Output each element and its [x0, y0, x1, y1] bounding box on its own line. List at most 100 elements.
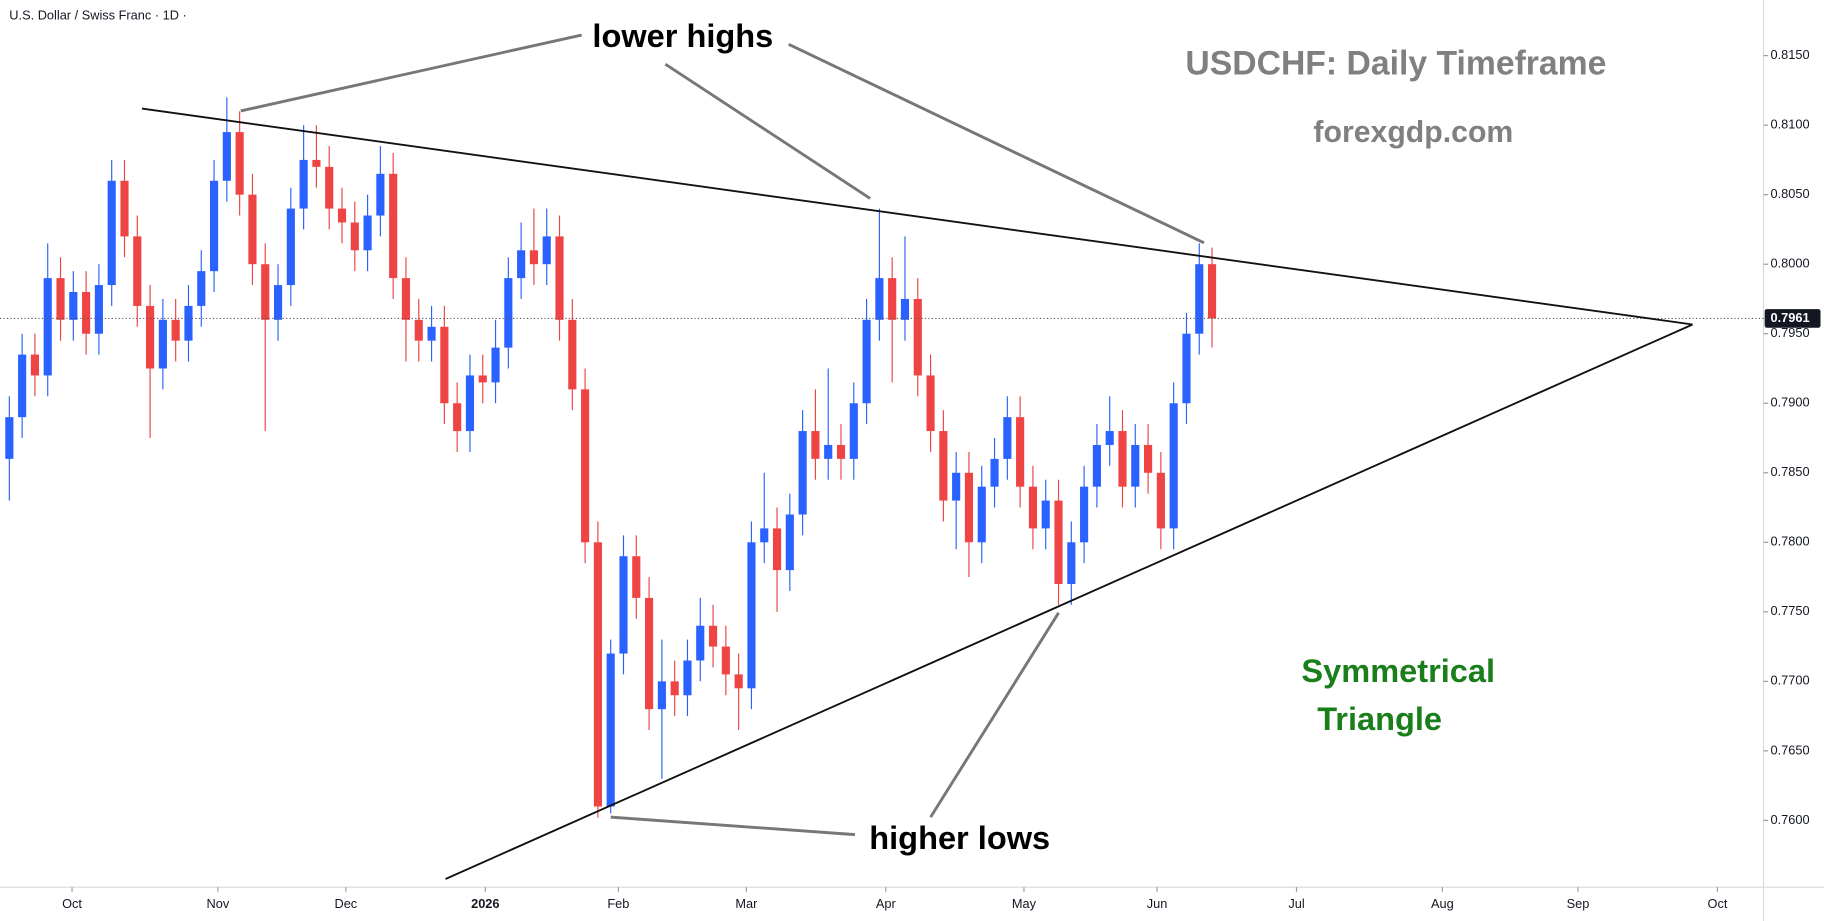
candle-body [363, 215, 372, 251]
x-tick-label: Nov [207, 896, 230, 911]
last-price-box [1764, 309, 1821, 328]
lower-trendline [445, 323, 1693, 880]
candle-body [350, 222, 359, 251]
x-tick-label: 2026 [471, 896, 499, 911]
candle-body [593, 542, 602, 807]
y-tick-label: 0.7750 [1770, 603, 1809, 618]
pointer [788, 43, 1205, 245]
candle-body [82, 292, 91, 334]
annotation-pointers [240, 33, 1205, 837]
symbol-header: U.S. Dollar / Swiss Franc · 1D · [9, 8, 186, 23]
candle-body [286, 208, 295, 286]
candle-body [30, 354, 40, 376]
candle-body [56, 278, 65, 320]
candle-body [517, 250, 526, 279]
candle-body [977, 486, 986, 543]
candle-body [913, 298, 922, 376]
candle-body [1054, 500, 1063, 585]
candle-body [107, 180, 116, 286]
candle-body [657, 681, 666, 710]
x-tick-label: Aug [1431, 896, 1454, 911]
candle-body [94, 285, 103, 334]
candle-body [5, 417, 14, 459]
candle-body [158, 319, 167, 369]
y-tick-label: 0.7700 [1770, 673, 1809, 688]
candle-body [69, 292, 78, 320]
y-tick-label: 0.8000 [1770, 256, 1809, 271]
candle-body [43, 278, 52, 376]
candle-body [708, 625, 718, 647]
candle-body [964, 472, 974, 543]
candle-body [299, 159, 308, 209]
x-tick-label: Feb [607, 896, 629, 911]
candle-body [504, 278, 513, 348]
y-tick-label: 0.7900 [1770, 395, 1809, 410]
candle-body [478, 375, 487, 383]
candle-body [670, 681, 679, 696]
candle-body [261, 264, 270, 320]
candle-body [209, 180, 219, 272]
candle-body [1067, 542, 1076, 585]
candle-body [632, 556, 641, 598]
chart-subtitle: forexgdp.com [1313, 116, 1513, 149]
upper-trendline [141, 107, 1693, 326]
candle-body [529, 250, 538, 265]
x-tick-label: May [1012, 896, 1037, 911]
candle-body [312, 159, 321, 167]
candle-body [1156, 472, 1165, 529]
candle-body [440, 326, 449, 404]
pointer [664, 62, 871, 200]
candle-body [235, 132, 244, 195]
candle-body [785, 514, 794, 571]
candle-body [1028, 486, 1037, 529]
candle-body [555, 236, 564, 320]
candle-body [772, 528, 782, 571]
candle-body [376, 173, 385, 216]
candle-body [645, 597, 654, 710]
candle-body [389, 173, 398, 279]
candle-body [1131, 444, 1140, 487]
chart-title: USDCHF: Daily Timeframe [1185, 44, 1606, 82]
y-tick-label: 0.8150 [1770, 47, 1809, 62]
candle-body [862, 319, 871, 404]
candle-body [619, 556, 628, 654]
pointer [929, 612, 1060, 818]
candle-body [133, 236, 142, 306]
x-tick-label: Oct [1708, 896, 1728, 911]
candle-body [1003, 417, 1012, 459]
candle-body [146, 305, 155, 369]
candle-body [939, 431, 948, 501]
annotation: higher lows [869, 819, 1050, 856]
candle-body [453, 403, 462, 432]
candle-body [721, 646, 730, 675]
candle-body [1080, 486, 1089, 543]
annotation: Symmetrical [1301, 652, 1495, 689]
y-tick-label: 0.7800 [1770, 534, 1809, 549]
candle-body [888, 278, 897, 320]
candle-body [1118, 431, 1127, 487]
candle-body [606, 653, 615, 807]
candle-body [325, 166, 334, 209]
candle-body [1041, 500, 1050, 529]
candle-body [1016, 417, 1025, 487]
annotation: Triangle [1317, 700, 1442, 737]
pointer [610, 815, 856, 837]
candle-body [798, 431, 807, 515]
candle-body [1207, 264, 1217, 319]
x-tick-label: Sep [1567, 896, 1590, 911]
candle-body [568, 319, 577, 390]
candle-body [184, 305, 193, 341]
candle-body [1092, 444, 1101, 487]
candle-body [1144, 444, 1153, 473]
x-tick-label: Mar [735, 896, 758, 911]
pointer [240, 33, 582, 113]
y-tick-label: 0.7650 [1770, 742, 1809, 757]
candle-body [900, 298, 910, 320]
candle-body [18, 354, 27, 418]
candle-body [747, 542, 756, 689]
candle-body [542, 236, 551, 265]
candle-body [222, 132, 231, 181]
